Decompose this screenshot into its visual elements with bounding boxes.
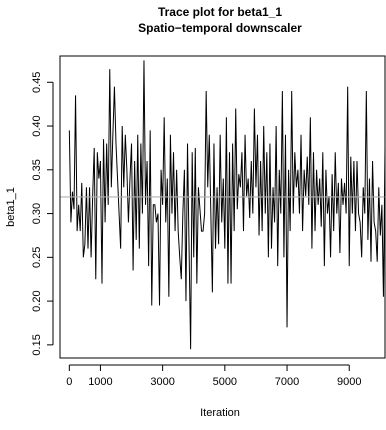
x-tick-label: 3000 xyxy=(150,376,174,388)
y-tick-label: 0.20 xyxy=(31,290,43,311)
x-tick-label: 7000 xyxy=(275,376,299,388)
trace-line xyxy=(68,60,386,350)
x-axis: 0 1000 3000 5000 7000 9000 xyxy=(66,364,361,388)
plot-area xyxy=(60,60,386,350)
x-tick-label: 1000 xyxy=(88,376,112,388)
y-axis: 0.15 0.20 0.25 0.30 0.35 0.40 0.45 xyxy=(31,72,54,356)
y-tick-label: 0.35 xyxy=(31,159,43,180)
y-tick-label: 0.45 xyxy=(31,72,43,93)
x-axis-label: Iteration xyxy=(200,407,240,419)
y-axis-label: beta1_1 xyxy=(5,187,17,227)
y-tick-label: 0.40 xyxy=(31,115,43,136)
y-tick-label: 0.25 xyxy=(31,247,43,268)
x-tick-label: 0 xyxy=(66,376,72,388)
y-tick-label: 0.15 xyxy=(31,334,43,355)
chart-subtitle: Spatio−temporal downscaler xyxy=(138,21,302,35)
x-tick-label: 9000 xyxy=(337,376,361,388)
x-tick-label: 5000 xyxy=(213,376,237,388)
plot-frame xyxy=(59,55,386,359)
chart-title: Trace plot for beta1_1 xyxy=(158,5,282,19)
y-tick-label: 0.30 xyxy=(31,203,43,224)
